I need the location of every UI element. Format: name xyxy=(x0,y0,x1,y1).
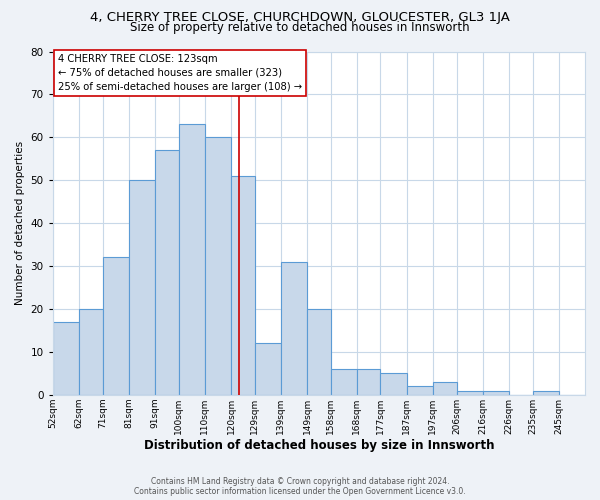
Bar xyxy=(205,138,231,395)
Bar xyxy=(380,374,407,395)
Text: 4, CHERRY TREE CLOSE, CHURCHDOWN, GLOUCESTER, GL3 1JA: 4, CHERRY TREE CLOSE, CHURCHDOWN, GLOUCE… xyxy=(90,11,510,24)
Text: Size of property relative to detached houses in Innsworth: Size of property relative to detached ho… xyxy=(130,21,470,34)
Text: 4 CHERRY TREE CLOSE: 123sqm
← 75% of detached houses are smaller (323)
25% of se: 4 CHERRY TREE CLOSE: 123sqm ← 75% of det… xyxy=(58,54,302,92)
Bar xyxy=(53,322,79,395)
Bar xyxy=(331,369,357,395)
Bar xyxy=(179,124,205,395)
Bar xyxy=(254,344,281,395)
Bar xyxy=(129,180,155,395)
X-axis label: Distribution of detached houses by size in Innsworth: Distribution of detached houses by size … xyxy=(143,440,494,452)
Bar xyxy=(533,390,559,395)
Bar xyxy=(407,386,433,395)
Bar xyxy=(281,262,307,395)
Bar xyxy=(483,390,509,395)
Bar xyxy=(357,369,380,395)
Bar xyxy=(79,309,103,395)
Bar xyxy=(103,258,129,395)
Bar xyxy=(433,382,457,395)
Bar xyxy=(231,176,254,395)
Text: Contains HM Land Registry data © Crown copyright and database right 2024.
Contai: Contains HM Land Registry data © Crown c… xyxy=(134,476,466,496)
Y-axis label: Number of detached properties: Number of detached properties xyxy=(15,141,25,305)
Bar xyxy=(457,390,483,395)
Bar xyxy=(307,309,331,395)
Bar xyxy=(155,150,179,395)
